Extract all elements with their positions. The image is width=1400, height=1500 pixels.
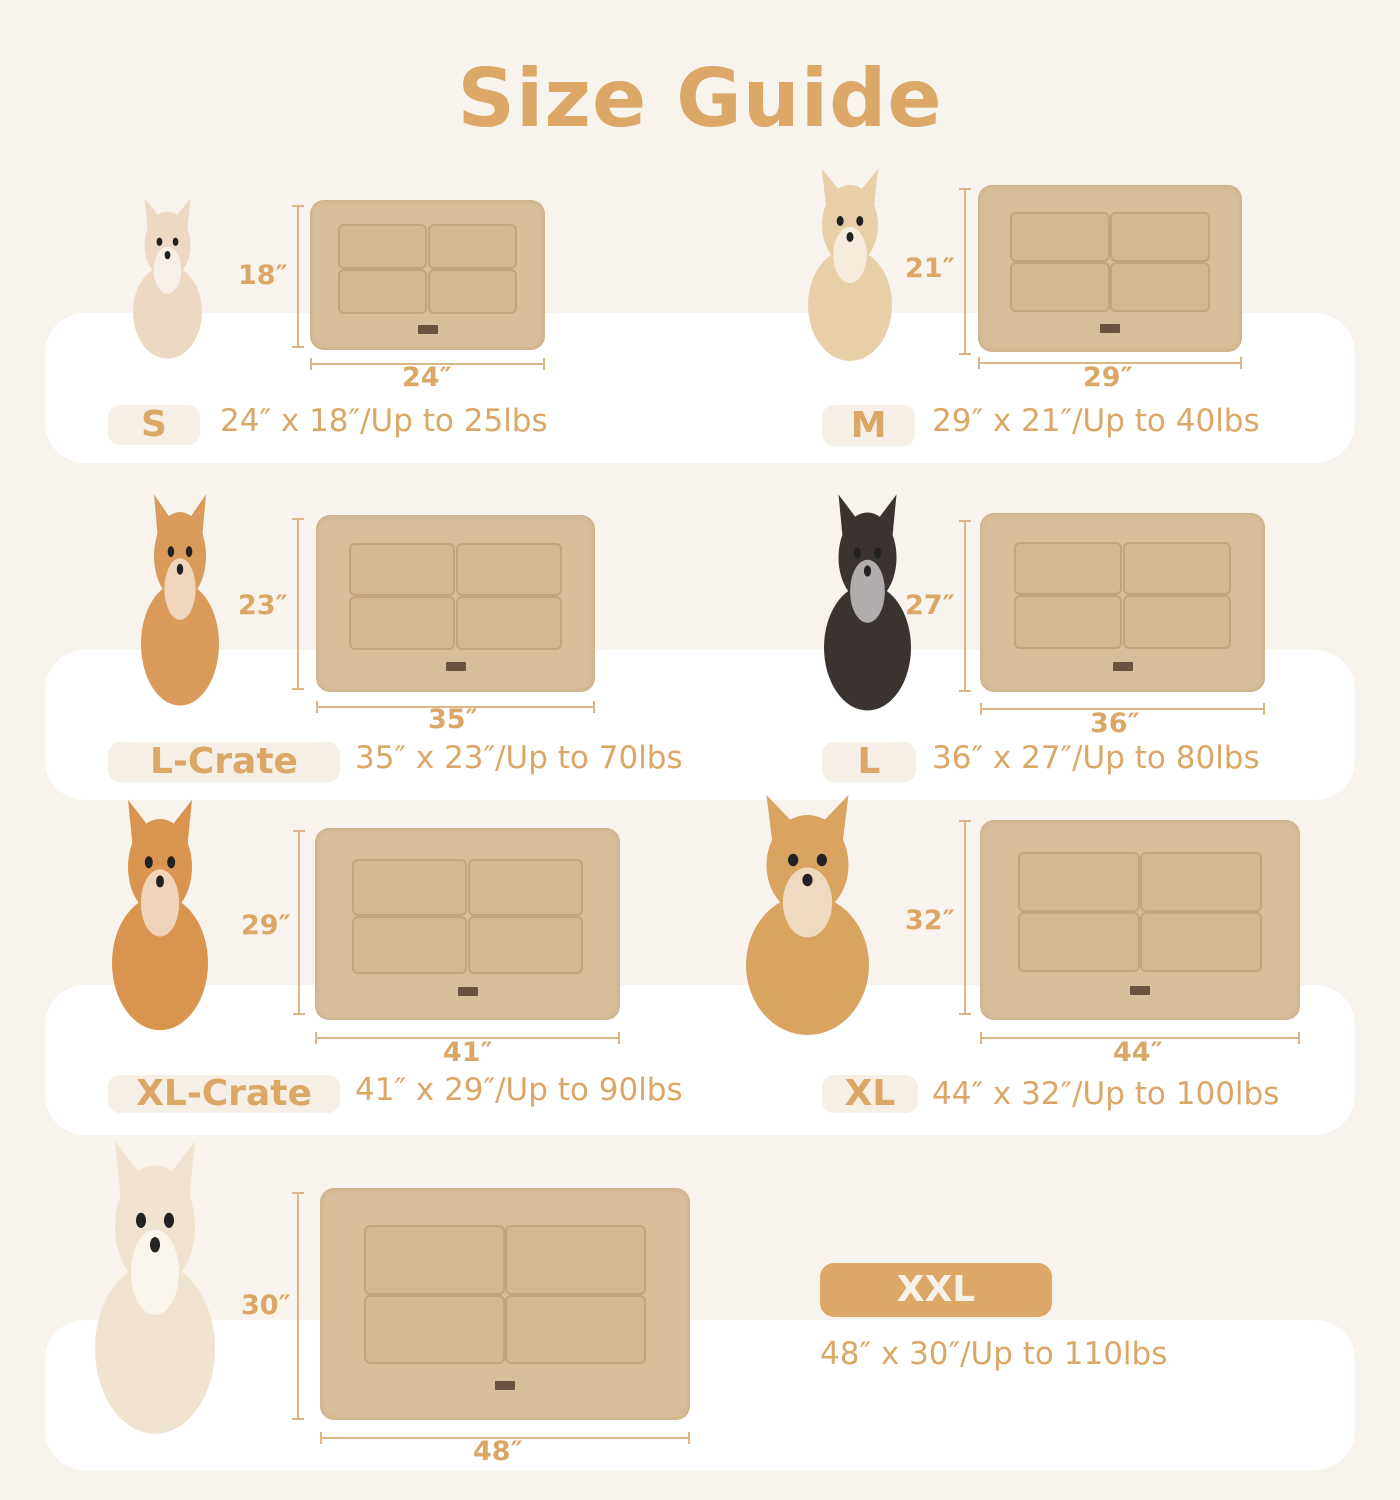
size-description: 36″ x 27″/Up to 80lbs bbox=[932, 740, 1260, 776]
mat-image bbox=[316, 515, 595, 692]
width-dimension-line bbox=[980, 1032, 1300, 1044]
height-dimension-line bbox=[292, 205, 304, 348]
mat-panel bbox=[1018, 912, 1140, 972]
width-label: 24″ bbox=[402, 362, 452, 393]
height-dimension-line bbox=[959, 820, 971, 1015]
mat-image bbox=[980, 820, 1300, 1020]
dog-image bbox=[115, 490, 245, 710]
size-description: 44″ x 32″/Up to 100lbs bbox=[932, 1076, 1280, 1112]
size-badge: L-Crate bbox=[108, 742, 340, 782]
mat-panel bbox=[427, 269, 517, 314]
mat-image bbox=[978, 185, 1242, 352]
mat-panel bbox=[349, 596, 456, 650]
size-badge: M bbox=[822, 405, 915, 446]
width-dimension-line bbox=[316, 701, 595, 713]
width-label: 41″ bbox=[443, 1037, 493, 1068]
mat-image bbox=[315, 828, 620, 1020]
width-dimension-line bbox=[310, 358, 545, 370]
mat-image bbox=[310, 200, 545, 350]
mat-panel bbox=[1122, 595, 1231, 650]
mat-panel bbox=[505, 1225, 646, 1295]
brand-tag bbox=[1100, 323, 1120, 333]
brand-tag bbox=[417, 324, 438, 334]
mat-panel bbox=[455, 543, 562, 597]
height-dimension-line bbox=[959, 188, 971, 355]
brand-tag bbox=[445, 661, 466, 671]
height-dimension-line bbox=[959, 520, 971, 692]
mat-panel bbox=[351, 858, 468, 917]
height-label: 32″ bbox=[905, 905, 955, 936]
mat-panel bbox=[467, 858, 584, 917]
mat-panel bbox=[1140, 852, 1262, 912]
mat-panel bbox=[364, 1294, 505, 1365]
size-badge: XL-Crate bbox=[108, 1075, 340, 1113]
mat-panel bbox=[1122, 541, 1231, 596]
width-label: 48″ bbox=[473, 1436, 523, 1467]
mat-panel bbox=[1140, 912, 1262, 972]
mat-panel bbox=[1110, 261, 1211, 312]
mat-panel bbox=[1018, 852, 1140, 912]
height-dimension-line bbox=[292, 1192, 304, 1420]
height-label: 23″ bbox=[238, 590, 288, 621]
mat-panel bbox=[427, 224, 517, 269]
height-label: 30″ bbox=[241, 1290, 291, 1321]
height-label: 27″ bbox=[905, 590, 955, 621]
mat-panel bbox=[338, 269, 428, 314]
band bbox=[45, 1320, 1355, 1470]
size-badge: XL bbox=[822, 1075, 918, 1113]
width-dimension-line bbox=[315, 1032, 620, 1044]
width-label: 35″ bbox=[428, 704, 478, 735]
brand-tag bbox=[495, 1380, 515, 1390]
dog-image bbox=[780, 165, 920, 365]
mat-panel bbox=[505, 1294, 646, 1365]
mat-panel bbox=[1014, 595, 1123, 650]
height-label: 18″ bbox=[238, 260, 288, 291]
mat-panel bbox=[351, 916, 468, 974]
width-dimension-line bbox=[320, 1432, 690, 1444]
dog-image bbox=[80, 795, 240, 1035]
brand-tag bbox=[1130, 986, 1150, 995]
width-label: 29″ bbox=[1083, 362, 1133, 393]
size-description: 35″ x 23″/Up to 70lbs bbox=[355, 740, 683, 776]
dog-image bbox=[110, 195, 225, 362]
mat-panel bbox=[364, 1225, 505, 1295]
height-label: 21″ bbox=[905, 253, 955, 284]
dog-image bbox=[55, 1135, 255, 1440]
size-description: 29″ x 21″/Up to 40lbs bbox=[932, 403, 1260, 439]
mat-panel bbox=[338, 224, 428, 269]
mat-panel bbox=[1110, 211, 1211, 262]
mat-panel bbox=[1014, 541, 1123, 596]
width-dimension-line bbox=[978, 357, 1242, 369]
size-description: 41″ x 29″/Up to 90lbs bbox=[355, 1072, 683, 1108]
mat-panel bbox=[1009, 211, 1110, 262]
size-description: 24″ x 18″/Up to 25lbs bbox=[220, 403, 548, 439]
size-description: 48″ x 30″/Up to 110lbs bbox=[820, 1336, 1168, 1372]
size-badge: XXL bbox=[820, 1263, 1052, 1317]
mat-panel bbox=[349, 543, 456, 597]
height-dimension-line bbox=[292, 518, 304, 690]
width-label: 36″ bbox=[1090, 708, 1140, 739]
size-badge: S bbox=[108, 405, 200, 445]
mat-image bbox=[980, 513, 1265, 692]
width-label: 44″ bbox=[1113, 1037, 1163, 1068]
mat-image bbox=[320, 1188, 690, 1420]
size-badge: L bbox=[822, 742, 916, 782]
page-title: Size Guide bbox=[457, 52, 943, 145]
width-dimension-line bbox=[980, 703, 1265, 715]
height-label: 29″ bbox=[241, 910, 291, 941]
brand-tag bbox=[1112, 661, 1133, 671]
mat-panel bbox=[1009, 261, 1110, 312]
height-dimension-line bbox=[293, 830, 305, 1015]
dog-image bbox=[795, 490, 940, 715]
brand-tag bbox=[457, 987, 478, 997]
dog-image bbox=[705, 790, 910, 1040]
mat-panel bbox=[455, 596, 562, 650]
mat-panel bbox=[467, 916, 584, 974]
